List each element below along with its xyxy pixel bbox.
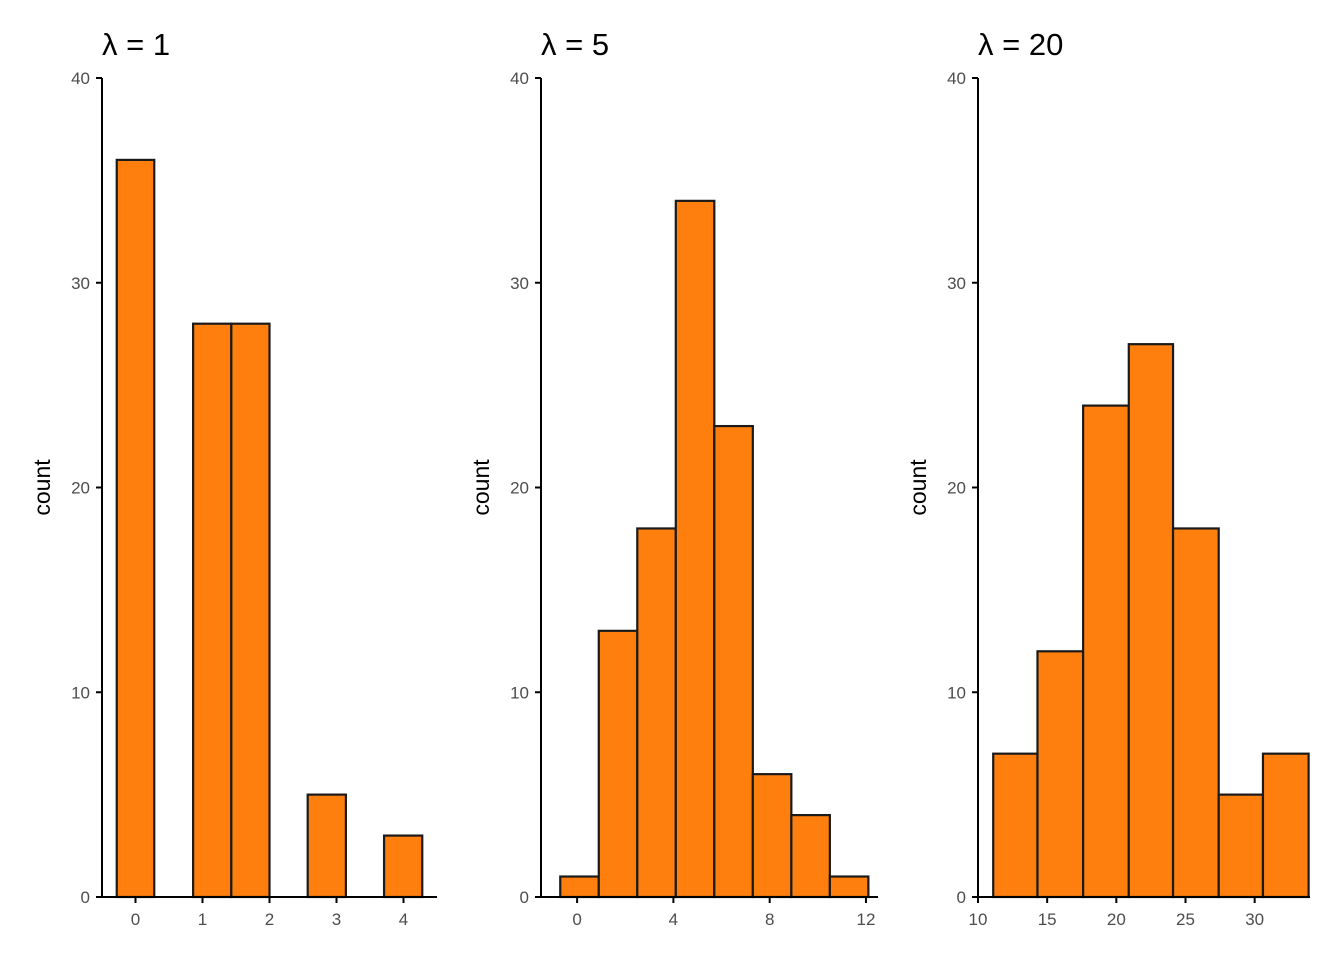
histogram-bar bbox=[992, 752, 1039, 899]
x-tick-label: 15 bbox=[1038, 910, 1057, 929]
histogram-bar bbox=[828, 875, 870, 899]
histogram-bar bbox=[382, 834, 424, 899]
histogram-bar bbox=[751, 773, 793, 899]
y-tick-label: 10 bbox=[71, 683, 90, 702]
x-tick-label: 0 bbox=[572, 910, 581, 929]
chart-panel-2: 0 10 20 30 40 0 4 8 12 count λ = 5 bbox=[468, 27, 878, 929]
histogram-bar bbox=[1171, 527, 1220, 899]
y-tick-label: 10 bbox=[947, 683, 966, 702]
y-tick-label: 10 bbox=[510, 683, 529, 702]
histogram-bar bbox=[1217, 793, 1265, 899]
y-tick-label: 0 bbox=[957, 888, 966, 907]
histogram-bar bbox=[559, 875, 600, 899]
histogram-bar bbox=[1261, 752, 1310, 899]
histogram-bar bbox=[674, 199, 716, 899]
panel-title: λ = 1 bbox=[102, 27, 170, 62]
y-tick-label: 40 bbox=[510, 69, 529, 88]
x-tick-label: 1 bbox=[198, 910, 207, 929]
histogram-bar bbox=[713, 424, 754, 899]
y-tick-label: 0 bbox=[520, 888, 529, 907]
x-tick-label: 4 bbox=[399, 910, 408, 929]
y-tick-label: 40 bbox=[71, 69, 90, 88]
histogram-bar bbox=[1127, 343, 1175, 899]
y-tick-label: 20 bbox=[71, 479, 90, 498]
panel-title: λ = 5 bbox=[541, 27, 609, 62]
histogram-bar bbox=[636, 527, 677, 899]
histogram-bar bbox=[1082, 404, 1130, 899]
x-tick-label: 4 bbox=[669, 910, 678, 929]
x-tick-label: 0 bbox=[131, 910, 140, 929]
y-tick-label: 20 bbox=[510, 479, 529, 498]
x-tick-label: 30 bbox=[1245, 910, 1264, 929]
y-axis-title: count bbox=[468, 459, 494, 516]
x-tick-label: 3 bbox=[332, 910, 341, 929]
y-axis-title: count bbox=[29, 459, 55, 516]
x-tick-label: 12 bbox=[857, 910, 876, 929]
histogram-bar bbox=[306, 793, 347, 899]
histogram-bar bbox=[115, 158, 156, 899]
y-tick-label: 30 bbox=[947, 274, 966, 293]
x-tick-label: 10 bbox=[969, 910, 988, 929]
histogram-bar bbox=[230, 322, 271, 899]
histogram-bar bbox=[790, 813, 831, 899]
chart-panel-1: 0 10 20 30 40 0 1 2 3 4 count λ = 1 bbox=[29, 27, 437, 929]
y-tick-label: 30 bbox=[510, 274, 529, 293]
histogram-bar bbox=[597, 629, 639, 899]
y-tick-label: 0 bbox=[81, 888, 90, 907]
x-tick-label: 8 bbox=[765, 910, 774, 929]
y-tick-label: 40 bbox=[947, 69, 966, 88]
y-tick-label: 20 bbox=[947, 479, 966, 498]
histogram-bar bbox=[192, 322, 233, 899]
panel-title: λ = 20 bbox=[978, 27, 1063, 62]
x-tick-label: 20 bbox=[1107, 910, 1126, 929]
histogram-bar bbox=[1036, 650, 1085, 899]
y-axis-title: count bbox=[905, 459, 931, 516]
x-tick-label: 25 bbox=[1176, 910, 1195, 929]
x-tick-label: 2 bbox=[265, 910, 274, 929]
y-tick-label: 30 bbox=[71, 274, 90, 293]
